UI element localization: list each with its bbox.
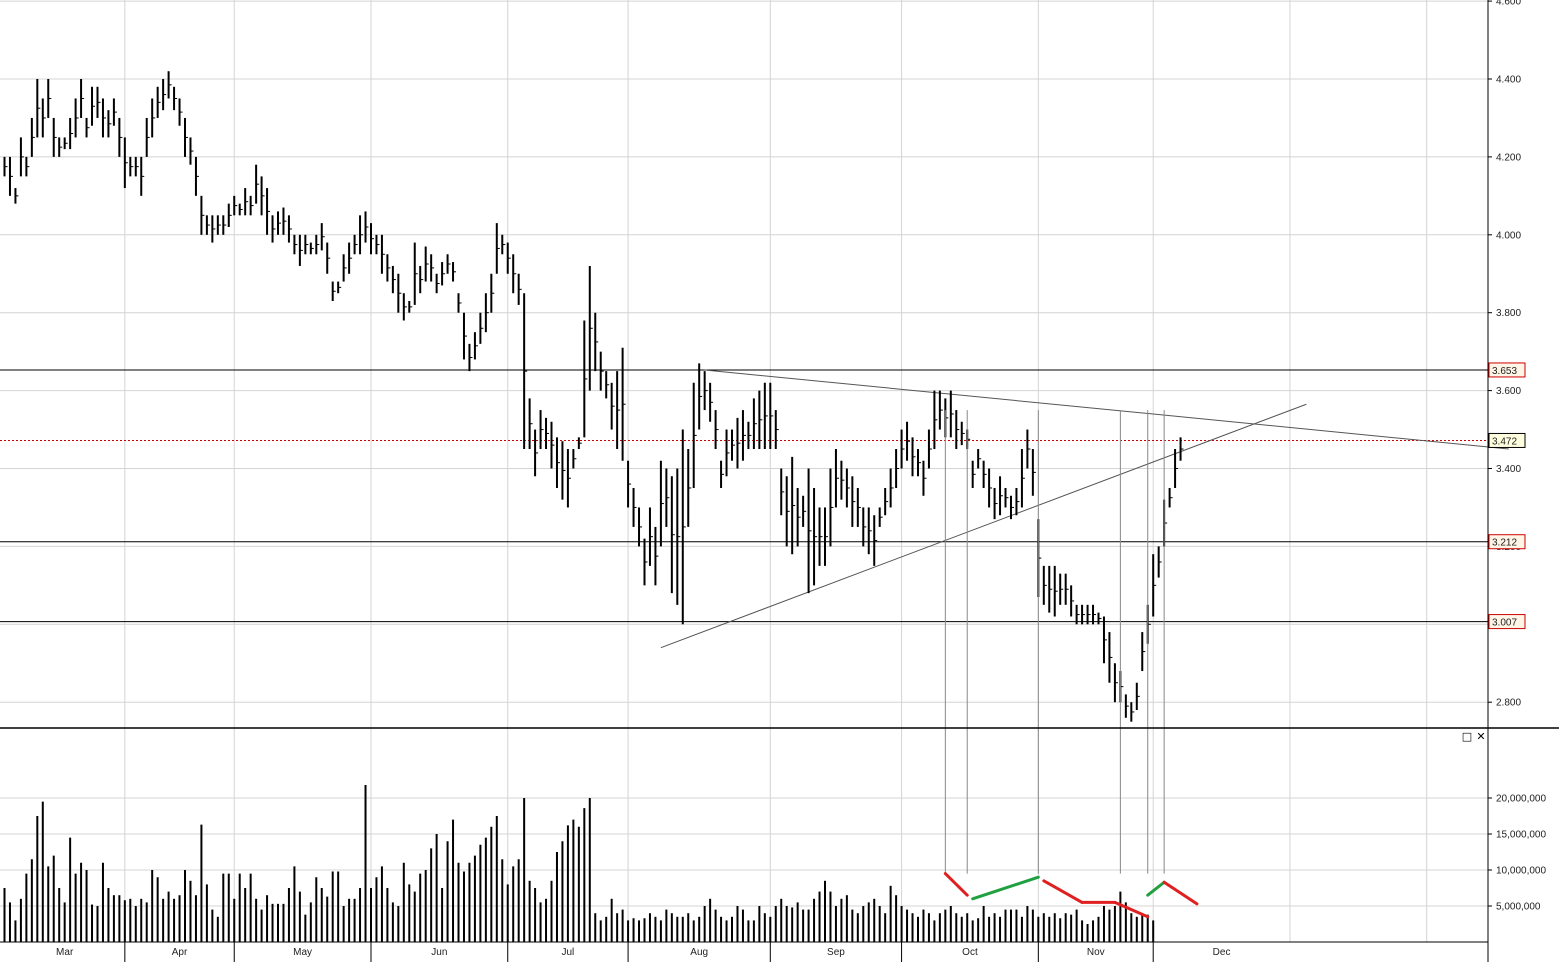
volume-annotation [1113,900,1150,919]
volume-panel [3,410,1199,942]
grid [0,0,1488,942]
x-tick-label: Mar [56,947,74,958]
price-tick-label: 4.200 [1496,152,1521,163]
volume-annotation [943,872,969,897]
price-tick-label: 4.600 [1496,0,1521,8]
price-tick-label: 3.600 [1496,386,1521,397]
x-tick-label: Sep [827,947,845,958]
x-tick-label: Jun [431,947,447,958]
volume-annotation [1162,880,1199,906]
price-marker-label: 3.007 [1492,618,1517,629]
price-tick-label: 3.800 [1496,308,1521,319]
price-marker-box [1488,614,1526,630]
x-tick-label: Aug [690,947,708,958]
price-tick-label: 2.800 [1496,698,1521,709]
volume-annotation [971,875,1040,901]
volume-tick-label: 20,000,000 [1496,794,1546,805]
x-tick-label: Jul [562,947,575,958]
volume-tick-label: 10,000,000 [1496,866,1546,877]
x-tick-label: Dec [1213,947,1231,958]
restore-icon[interactable]: □ [1461,729,1473,743]
x-tick-label: May [293,947,312,958]
price-marker-box [1488,432,1526,448]
price-marker-label: 3.472 [1492,436,1517,447]
x-tick-label: Apr [172,947,188,958]
trendline [660,403,1307,649]
close-icon[interactable]: ✕ [1476,729,1486,743]
price-marker-box [1488,534,1526,550]
volume-annotation [1146,880,1166,897]
volume-tick-label: 15,000,000 [1496,830,1546,841]
price-tick-label: 4.400 [1496,75,1521,86]
x-tick-label: Nov [1087,947,1105,958]
price-marker-box [1488,362,1526,378]
volume-tick-label: 5,000,000 [1496,902,1541,913]
x-tick-label: Oct [962,947,978,958]
volume-annotation [1042,879,1084,904]
price-tick-label: 3.400 [1496,464,1521,475]
price-panel [0,71,1509,722]
price-marker-label: 3.653 [1492,366,1517,377]
price-tick-label: 4.000 [1496,230,1521,241]
trendline [704,369,1509,450]
price-marker-label: 3.212 [1492,538,1517,549]
